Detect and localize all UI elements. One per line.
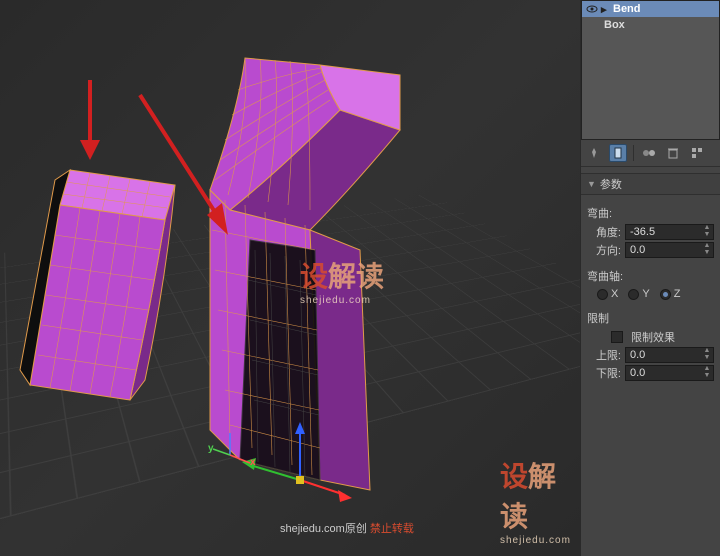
spinner-arrows-icon[interactable]: ▲▼: [702, 366, 712, 380]
direction-spinner[interactable]: 0.0 ▲▼: [625, 242, 714, 258]
watermark-footer: shejiedu.com原创 禁止转载: [280, 520, 414, 536]
direction-label: 方向:: [591, 242, 621, 258]
angle-spinner[interactable]: -36.5 ▲▼: [625, 224, 714, 240]
visibility-icon[interactable]: [586, 3, 598, 15]
show-end-result-icon[interactable]: [609, 144, 627, 162]
spinner-arrows-icon[interactable]: ▲▼: [702, 225, 712, 239]
axis-y-label: y: [208, 443, 214, 454]
direction-value: 0.0: [630, 243, 645, 257]
axis-indicator: y x: [210, 425, 260, 478]
rollout-title: 参数: [600, 176, 622, 192]
expand-icon[interactable]: ▸: [601, 3, 611, 16]
viewport-3d[interactable]: y x 设解读 shejiedu.com 设解读 shejiedu.com sh…: [0, 0, 580, 556]
bend-group-label: 弯曲:: [587, 205, 714, 221]
configure-sets-icon[interactable]: [688, 144, 706, 162]
modifier-panel: ▸ Bend Box ▼ 参数 弯曲:: [580, 0, 720, 556]
limit-group-label: 限制: [587, 310, 714, 326]
modifier-toolbar: [581, 140, 720, 167]
limit-effect-checkbox[interactable]: [611, 331, 623, 343]
modifier-stack[interactable]: ▸ Bend Box: [581, 0, 720, 140]
upper-limit-value: 0.0: [630, 348, 645, 362]
rollout-header[interactable]: ▼ 参数: [581, 173, 720, 195]
lower-limit-spinner[interactable]: 0.0 ▲▼: [625, 365, 714, 381]
angle-value: -36.5: [630, 225, 655, 239]
rollout-toggle-icon: ▼: [587, 179, 596, 189]
pin-stack-icon[interactable]: [585, 144, 603, 162]
angle-label: 角度:: [591, 224, 621, 240]
axis-x-label: x: [250, 457, 256, 468]
make-unique-icon[interactable]: [640, 144, 658, 162]
upper-limit-label: 上限:: [591, 347, 621, 363]
toolbar-separator: [633, 145, 634, 161]
axis-y-radio[interactable]: Y: [628, 288, 649, 300]
limit-effect-label: 限制效果: [631, 329, 675, 345]
modifier-item-box[interactable]: Box: [582, 17, 719, 33]
modifier-label: Bend: [613, 3, 641, 15]
spinner-arrows-icon[interactable]: ▲▼: [702, 348, 712, 362]
bend-axis-radios: X Y Z: [597, 288, 714, 300]
lower-limit-label: 下限:: [591, 365, 621, 381]
spinner-arrows-icon[interactable]: ▲▼: [702, 243, 712, 257]
parameters-rollout: ▼ 参数 弯曲: 角度: -36.5 ▲▼ 方向: 0.0 ▲▼ 弯曲轴:: [581, 173, 720, 389]
lower-limit-value: 0.0: [630, 366, 645, 380]
watermark-2: 设解读 shejiedu.com: [500, 455, 580, 546]
modifier-item-bend[interactable]: ▸ Bend: [582, 1, 719, 17]
upper-limit-spinner[interactable]: 0.0 ▲▼: [625, 347, 714, 363]
axis-x-radio[interactable]: X: [597, 288, 618, 300]
axis-z-radio[interactable]: Z: [660, 288, 681, 300]
modifier-label: Box: [604, 19, 625, 31]
bent-box-left[interactable]: [0, 150, 200, 430]
axis-group-label: 弯曲轴:: [587, 268, 714, 284]
remove-modifier-icon[interactable]: [664, 144, 682, 162]
